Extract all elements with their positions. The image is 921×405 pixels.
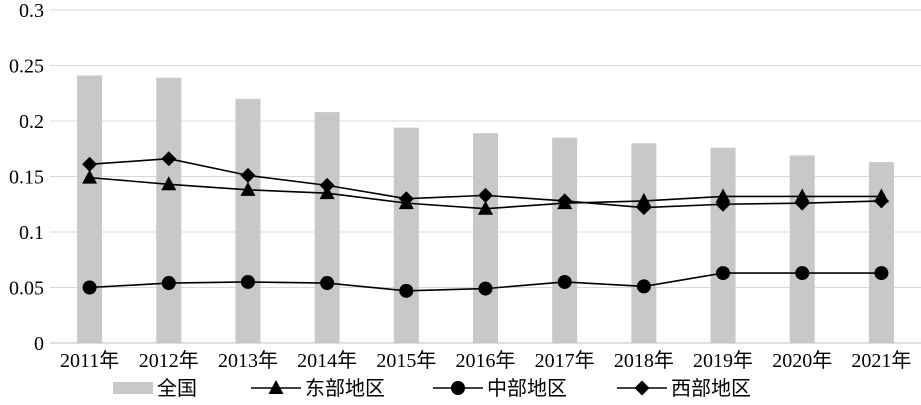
x-tick-label-2021: 2021年 [851,349,911,372]
circle-marker-2020 [795,266,810,281]
x-tick-label-2015: 2015年 [376,349,436,372]
legend-label-3: 西部地区 [671,376,751,400]
x-tick-label-2017: 2017年 [535,349,595,372]
circle-marker-2012 [161,276,176,291]
bar-2015 [393,127,419,343]
triangle-marker-2013 [240,181,256,196]
diamond-marker-2018 [636,200,652,216]
circle-marker-2014 [320,276,335,291]
x-tick-label-2020: 2020年 [772,349,832,372]
marker-layer [82,151,889,298]
circle-marker-2016 [478,281,493,296]
circle-marker-2013 [240,274,255,289]
circle-marker-2018 [636,279,651,294]
diamond-marker-2016 [478,187,493,203]
x-tick-label-2019: 2019年 [693,349,753,372]
diamond-marker-2020 [794,195,810,211]
x-tick-label-2011: 2011年 [60,349,119,372]
y-tick-label-2: 0.1 [19,222,44,244]
triangle-marker-2018 [636,192,652,207]
triangle-marker-2012 [161,176,177,191]
bar-2020 [789,155,815,343]
legend-layer: 全国 东部地区 中部地区 西部地区 [113,376,751,400]
diamond-marker-2012 [161,151,177,167]
y-tick-label-3: 0.15 [9,167,44,189]
diamond-marker-2021 [873,193,889,209]
triangle-marker-2016 [478,200,493,215]
legend-label-2: 中部地区 [487,376,567,400]
diamond-marker-2015 [398,191,414,207]
diamond-marker-2017 [557,193,573,209]
bar-2016 [473,133,498,343]
bar-2013 [235,98,261,343]
diamond-marker-2014 [319,177,335,193]
legend-triangle-marker [268,380,284,394]
triangle-marker-2020 [794,188,810,203]
y-tick-label-6: 0.3 [19,0,44,22]
diamond-marker-2013 [240,167,256,183]
x-tick-label-2014: 2014年 [297,349,357,372]
circle-marker-2019 [716,266,731,281]
legend-label-0: 全国 [157,376,197,400]
x-tick-label-2018: 2018年 [614,349,674,372]
bar-2011 [77,75,103,344]
bar-2017 [552,137,578,343]
circle-marker-2011 [82,280,97,295]
y-tick-label-0: 0 [34,333,44,355]
y-tick-label-5: 0.25 [9,56,44,78]
triangle-marker-2011 [82,169,98,184]
legend-diamond-marker [634,380,650,396]
circle-marker-2015 [399,283,414,298]
diamond-marker-2011 [82,156,98,172]
bar-2014 [314,112,340,344]
legend-label-1: 东部地区 [305,376,385,400]
legend-swatch-bar [113,382,153,394]
circle-marker-2017 [557,274,572,289]
bar-2019 [710,147,736,343]
triangle-marker-2019 [715,188,731,203]
bar-layer [77,75,894,344]
label-layer: 0 0.05 0.1 0.15 0.2 0.25 0.3 2011年 2012年 2013年 201… [9,0,911,372]
y-tick-label-4: 0.2 [19,111,44,133]
bar-2012 [156,77,182,344]
x-tick-label-2013: 2013年 [218,349,278,372]
bar-2018 [631,143,657,343]
x-tick-label-2016: 2016年 [456,349,516,372]
x-tick-label-2012: 2012年 [139,349,199,372]
diamond-marker-2019 [715,196,731,212]
y-tick-label-1: 0.05 [9,278,44,300]
legend-circle-marker [451,381,465,395]
circle-marker-2021 [874,266,889,281]
